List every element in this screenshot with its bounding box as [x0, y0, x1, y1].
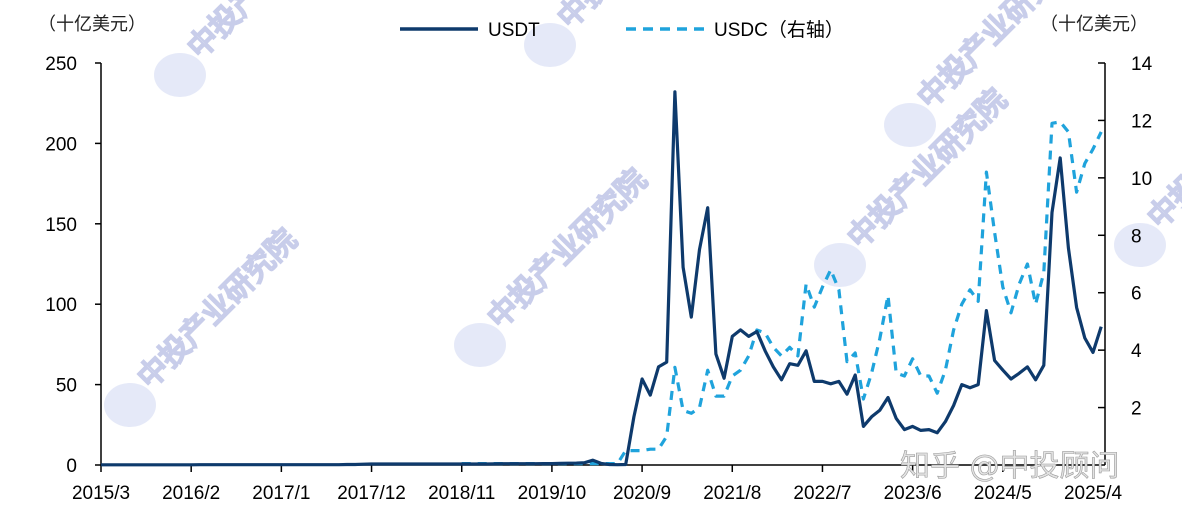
legend-usdt-label: USDT [488, 20, 540, 41]
watermark-text: 中投产业研究院 [1141, 62, 1182, 235]
watermark-text: 中投产业研究院 [181, 0, 354, 66]
x-tick-label: 2024/5 [974, 483, 1032, 504]
right-tick-label: 2 [1131, 399, 1142, 420]
legend: USDT USDC（右轴） [400, 19, 844, 41]
left-tick-label: 250 [45, 54, 77, 75]
legend-usdc-label: USDC（右轴） [714, 19, 844, 41]
right-tick-label: 12 [1131, 111, 1152, 132]
left-tick-label: 0 [66, 456, 77, 477]
right-tick-label: 14 [1131, 54, 1153, 75]
left-tick-label: 100 [45, 295, 77, 316]
x-tick-label: 2018/11 [428, 483, 495, 504]
watermark-logo [814, 243, 866, 287]
x-tick-label: 2020/9 [613, 483, 671, 504]
x-tick-label: 2016/2 [162, 483, 220, 504]
right-axis-unit: （十亿美元） [1040, 14, 1148, 35]
right-tick-label: 8 [1131, 226, 1142, 247]
watermark-text: 中投产业研究院 [131, 222, 304, 395]
x-tick-label: 2019/10 [518, 483, 587, 504]
watermark-logo [524, 23, 576, 67]
watermark-text: 中投产业研究院 [481, 162, 654, 335]
watermark-logo [154, 53, 206, 97]
zhihu-watermark: 知乎 @中投顾问 [900, 449, 1120, 484]
watermark-logo [454, 323, 506, 367]
x-tick-label: 2015/3 [72, 483, 130, 504]
x-tick-label: 2017/12 [337, 483, 406, 504]
axes: 0 50 100 150 200 250 2 4 6 8 10 12 14 2015/3 2016/2 201… [45, 54, 1152, 504]
left-tick-label: 150 [45, 215, 77, 236]
x-tick-label: 2023/6 [884, 483, 942, 504]
right-tick-label: 10 [1131, 169, 1152, 190]
series-line-usdt [101, 90, 1103, 467]
x-tick-label: 2022/7 [793, 483, 851, 504]
x-tick-label: 2021/8 [703, 483, 761, 504]
left-axis-unit: （十亿美元） [38, 14, 146, 35]
right-tick-label: 4 [1131, 341, 1142, 362]
left-tick-label: 50 [56, 376, 77, 397]
watermark-logo [104, 383, 156, 427]
series-line-usdc [461, 120, 1103, 466]
watermark-logo [884, 103, 936, 147]
right-tick-label: 6 [1131, 284, 1142, 305]
series-layer [101, 90, 1103, 467]
left-tick-label: 200 [45, 134, 77, 155]
watermark-layer: 中投产业研究院中投产业研究院中投产业研究院中投产业研究院中投产业研究院中投产业研… [104, 0, 1182, 427]
watermark-logo [1114, 223, 1166, 267]
x-tick-label: 2025/4 [1064, 483, 1123, 504]
x-tick-label: 2017/1 [252, 483, 310, 504]
